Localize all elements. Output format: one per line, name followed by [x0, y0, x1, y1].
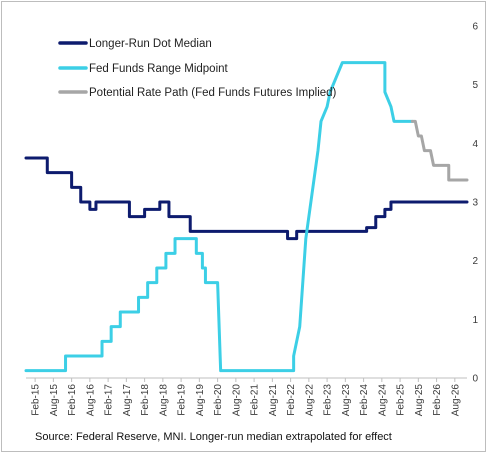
x-tick-label: Aug-19: [195, 384, 206, 417]
x-tick-label: Aug-15: [49, 384, 60, 417]
x-tick-label: Aug-25: [414, 384, 425, 417]
x-tick-label: Feb-16: [67, 384, 78, 416]
x-tick-label: Feb-19: [177, 384, 188, 416]
x-tick-label: Aug-17: [122, 384, 133, 417]
legend-label-fed-funds-range-midpoint: Fed Funds Range Midpoint: [89, 63, 229, 75]
series-line-potential-rate-path-fed-funds-futures-implied: [410, 119, 469, 182]
y-tick-label: 5: [472, 80, 478, 91]
x-tick-label: Feb-26: [432, 384, 443, 416]
legend-label-longer-run-dot-median: Longer-Run Dot Median: [89, 38, 212, 50]
legend-label-potential-rate-path: Potential Rate Path (Fed Funds Futures I…: [89, 87, 337, 99]
legend: Longer-Run Dot Median Fed Funds Range Mi…: [58, 38, 337, 99]
y-tick-label: 4: [472, 139, 478, 150]
x-tick-label: Feb-15: [31, 384, 42, 416]
axes: [26, 377, 467, 382]
x-tick-label: Feb-25: [396, 384, 407, 416]
x-tick-label: Aug-18: [158, 384, 169, 417]
x-tick-label: Feb-18: [140, 384, 151, 416]
x-tick-label: Feb-23: [323, 384, 334, 416]
x-axis-tick-labels: Feb-15 Aug-15 Feb-16 Aug-16 Feb-17 Aug-17 Feb-…: [31, 384, 462, 417]
series-line-fed-funds-range-midpoint: [24, 61, 414, 373]
x-tick-label: Aug-16: [85, 384, 96, 417]
x-tick-label: Aug-20: [231, 384, 242, 417]
source-note: Source: Federal Reserve, MNI. Longer-run…: [35, 431, 392, 443]
x-tick-label: Aug-26: [450, 384, 461, 417]
y-tick-label: 2: [472, 256, 478, 267]
series-line-longer-run-dot-median: [24, 156, 469, 241]
y-tick-label: 3: [472, 198, 478, 209]
x-tick-label: Feb-20: [213, 384, 224, 416]
x-tick-label: Aug-23: [341, 384, 352, 417]
x-tick-label: Aug-22: [304, 384, 315, 417]
x-tick-label: Feb-21: [250, 384, 261, 416]
y-tick-label: 6: [472, 22, 478, 33]
x-tick-label: Feb-24: [359, 384, 370, 416]
series-lines: [24, 61, 469, 373]
y-axis-tick-labels: 0 1 2 3 4 5 6: [472, 22, 478, 385]
x-tick-label: Aug-24: [377, 384, 388, 417]
x-tick-label: Aug-21: [268, 384, 279, 417]
y-tick-label: 0: [472, 374, 478, 385]
x-tick-label: Feb-17: [104, 384, 115, 416]
x-tick-label: Feb-22: [286, 384, 297, 416]
y-tick-label: 1: [472, 315, 478, 326]
